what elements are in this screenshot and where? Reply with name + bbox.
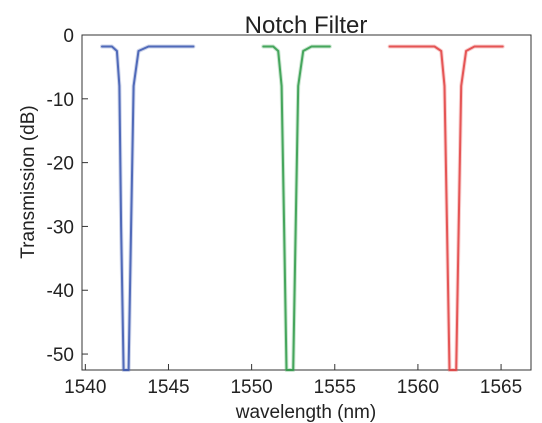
y-tick-label: 0	[63, 26, 74, 47]
y-tick-label: -20	[47, 154, 74, 175]
y-tick-label: -30	[47, 217, 74, 238]
x-tick-label: 1540	[64, 377, 106, 398]
y-axis-label: Transmission (dB)	[18, 105, 39, 258]
x-tick-label: 1550	[230, 377, 272, 398]
x-tick-label: 1545	[147, 377, 189, 398]
y-tick-label: -40	[47, 281, 74, 302]
x-tick-label: 1560	[397, 377, 439, 398]
x-axis-label: wavelength (nm)	[235, 402, 376, 423]
series-0-halo	[102, 47, 193, 371]
y-tick-label: -50	[47, 345, 74, 366]
series-0-line	[102, 47, 193, 371]
plot-area: 1540 1545 1550 1555 1560 1565 0 -10 -20 -30 -40 -50	[47, 26, 531, 398]
y-tick-label: -10	[47, 90, 74, 111]
x-tick-label: 1555	[314, 377, 356, 398]
x-tick-label: 1565	[480, 377, 522, 398]
plot-frame	[82, 35, 531, 370]
